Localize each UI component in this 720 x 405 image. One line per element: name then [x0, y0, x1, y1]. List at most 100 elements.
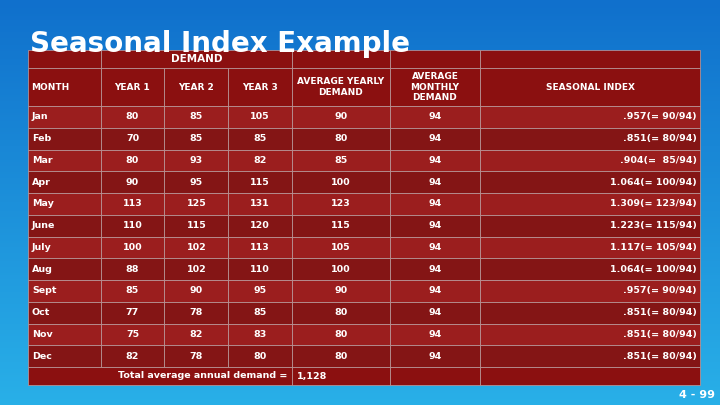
Text: 105: 105 [251, 112, 270, 122]
Bar [480, 215, 700, 237]
Text: 90: 90 [190, 286, 203, 295]
Bar [292, 149, 390, 171]
Bar [228, 280, 292, 302]
Bar [228, 68, 292, 106]
Bar [28, 215, 101, 237]
Text: Dec: Dec [32, 352, 52, 360]
Bar [28, 302, 101, 324]
Bar [480, 68, 700, 106]
Text: 105: 105 [331, 243, 351, 252]
Text: 85: 85 [189, 112, 203, 122]
Bar [164, 215, 228, 237]
Bar [480, 149, 700, 171]
Bar [228, 193, 292, 215]
Text: 80: 80 [334, 134, 348, 143]
Bar [292, 237, 390, 258]
Text: 80: 80 [334, 330, 348, 339]
Bar [292, 128, 390, 149]
Text: 82: 82 [126, 352, 139, 360]
Bar [228, 106, 292, 128]
Text: 85: 85 [189, 134, 203, 143]
Bar [228, 149, 292, 171]
Text: 78: 78 [189, 308, 203, 317]
Bar [228, 128, 292, 149]
Bar [228, 171, 292, 193]
Text: 80: 80 [334, 352, 348, 360]
Text: Seasonal Index Example: Seasonal Index Example [30, 30, 410, 58]
Text: 80: 80 [126, 112, 139, 122]
Text: 82: 82 [189, 330, 203, 339]
Text: 94: 94 [428, 112, 441, 122]
Text: 95: 95 [253, 286, 266, 295]
Bar [101, 106, 164, 128]
Text: 1.064(= 100/94): 1.064(= 100/94) [611, 264, 697, 274]
Bar [164, 106, 228, 128]
Bar [480, 367, 700, 385]
Text: May: May [32, 199, 54, 209]
Text: July: July [32, 243, 52, 252]
Bar [480, 128, 700, 149]
Bar [292, 302, 390, 324]
Text: 94: 94 [428, 134, 441, 143]
Bar [480, 106, 700, 128]
Bar [228, 237, 292, 258]
Bar [390, 324, 480, 345]
Text: 94: 94 [428, 264, 441, 274]
Bar [28, 128, 101, 149]
Bar [28, 367, 292, 385]
Text: SEASONAL INDEX: SEASONAL INDEX [546, 83, 634, 92]
Bar [292, 324, 390, 345]
Bar [292, 258, 390, 280]
Text: 115: 115 [186, 221, 206, 230]
Text: 90: 90 [334, 112, 347, 122]
Text: 100: 100 [331, 178, 351, 187]
Text: 1.064(= 100/94): 1.064(= 100/94) [611, 178, 697, 187]
Text: 88: 88 [126, 264, 139, 274]
Text: .957(= 90/94): .957(= 90/94) [624, 112, 697, 122]
Text: Nov: Nov [32, 330, 53, 339]
Bar [292, 367, 390, 385]
Bar [228, 302, 292, 324]
Bar [292, 193, 390, 215]
Bar [292, 68, 390, 106]
Bar [101, 68, 164, 106]
Text: .851(= 80/94): .851(= 80/94) [623, 308, 697, 317]
Bar [101, 302, 164, 324]
Bar [292, 171, 390, 193]
Text: 95: 95 [190, 178, 203, 187]
Text: 82: 82 [253, 156, 267, 165]
Bar [164, 258, 228, 280]
Text: .851(= 80/94): .851(= 80/94) [623, 352, 697, 360]
Text: 125: 125 [186, 199, 206, 209]
Text: 94: 94 [428, 221, 441, 230]
Text: 85: 85 [253, 308, 267, 317]
Text: 100: 100 [122, 243, 143, 252]
Text: 83: 83 [253, 330, 267, 339]
Text: 78: 78 [189, 352, 203, 360]
Bar [164, 345, 228, 367]
Text: 85: 85 [253, 134, 267, 143]
Bar [164, 68, 228, 106]
Bar [101, 128, 164, 149]
Text: 80: 80 [126, 156, 139, 165]
Text: 115: 115 [331, 221, 351, 230]
Bar [292, 50, 390, 68]
Bar [164, 149, 228, 171]
Bar [101, 193, 164, 215]
Text: DEMAND: DEMAND [171, 54, 222, 64]
Bar [390, 171, 480, 193]
Text: 1.223(= 115/94): 1.223(= 115/94) [610, 221, 697, 230]
Text: Apr: Apr [32, 178, 51, 187]
Text: 90: 90 [126, 178, 139, 187]
Text: Aug: Aug [32, 264, 53, 274]
Text: Mar: Mar [32, 156, 53, 165]
Text: 115: 115 [251, 178, 270, 187]
Text: 102: 102 [186, 264, 206, 274]
Bar [164, 280, 228, 302]
Bar [390, 128, 480, 149]
Bar [390, 68, 480, 106]
Bar [390, 237, 480, 258]
Bar [28, 258, 101, 280]
Text: 75: 75 [126, 330, 139, 339]
Text: 120: 120 [251, 221, 270, 230]
